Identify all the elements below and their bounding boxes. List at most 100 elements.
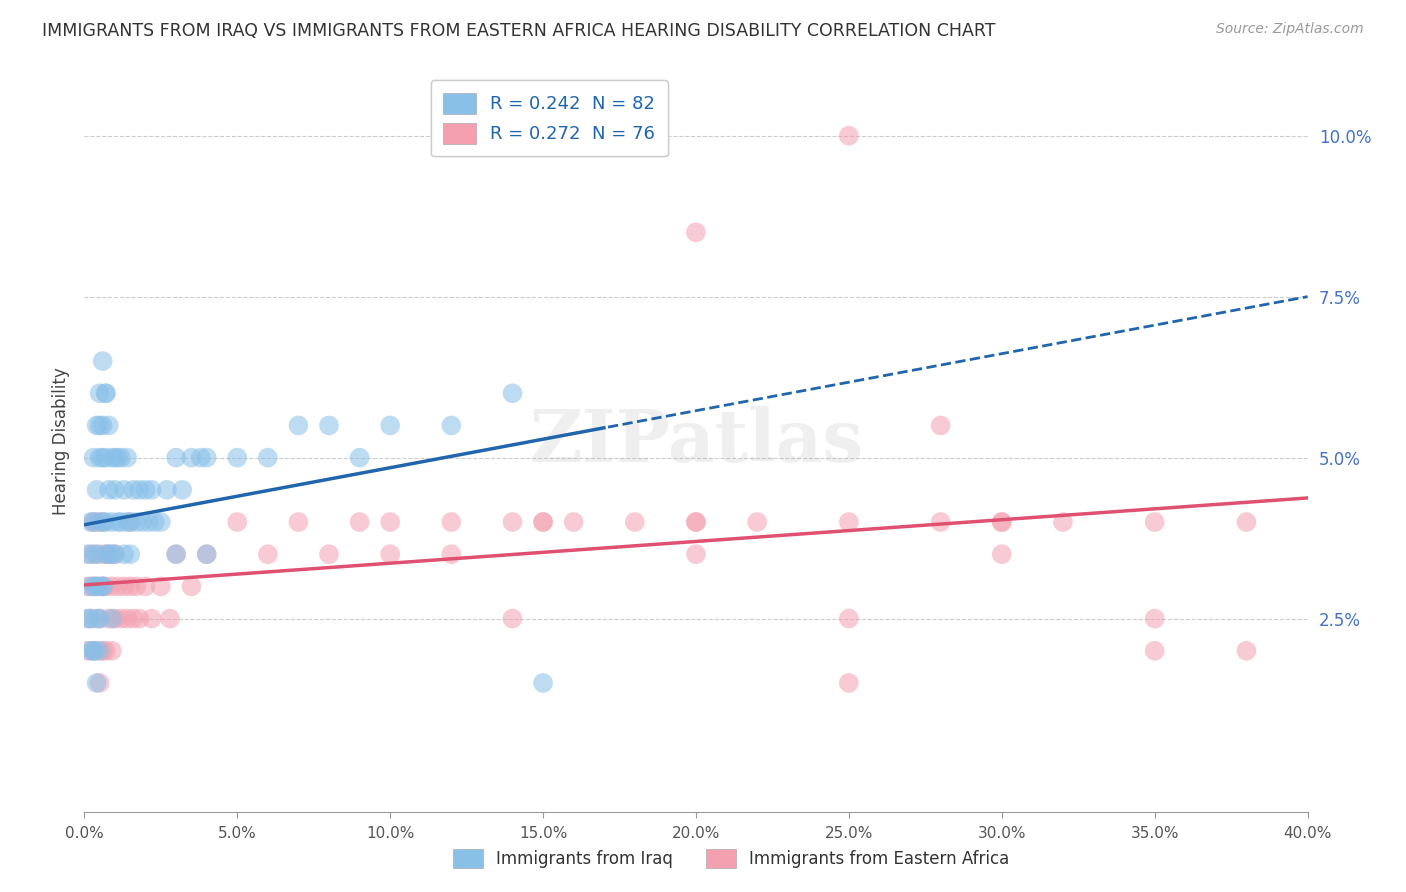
Point [86,547,108,561]
Point [165,547,187,561]
Point [120,515,142,529]
Point [89,579,111,593]
Point [89,450,111,465]
Point [89,676,111,690]
Point [83,644,105,658]
Point [89,611,111,625]
Point [76,644,98,658]
Point [91,579,114,593]
Point [94,386,117,401]
Point [190,450,212,465]
Point [94,386,117,401]
Point [79,644,101,658]
Point [115,450,138,465]
Point [101,450,124,465]
Point [86,644,108,658]
Legend: R = 0.242  N = 82, R = 0.272  N = 76: R = 0.242 N = 82, R = 0.272 N = 76 [430,80,668,156]
Point [86,483,108,497]
Point [94,450,117,465]
Point [226,515,249,529]
Point [531,676,554,690]
Point [125,579,148,593]
Point [149,579,172,593]
Point [624,515,647,529]
Point [104,450,127,465]
Point [97,547,120,561]
Point [1236,515,1258,529]
Point [838,128,860,143]
Point [86,579,108,593]
Text: IMMIGRANTS FROM IRAQ VS IMMIGRANTS FROM EASTERN AFRICA HEARING DISABILITY CORREL: IMMIGRANTS FROM IRAQ VS IMMIGRANTS FROM … [42,22,995,40]
Point [929,418,952,433]
Y-axis label: Hearing Disability: Hearing Disability [52,368,70,516]
Point [101,547,124,561]
Point [685,547,707,561]
Point [991,547,1014,561]
Point [138,515,160,529]
Point [1236,644,1258,658]
Point [79,515,101,529]
Point [149,515,172,529]
Point [79,579,101,593]
Point [257,450,280,465]
Point [1143,644,1166,658]
Point [110,515,132,529]
Point [112,547,135,561]
Point [195,450,218,465]
Point [1143,611,1166,625]
Point [502,611,524,625]
Point [107,515,129,529]
Point [195,547,218,561]
Point [349,515,371,529]
Legend: Immigrants from Iraq, Immigrants from Eastern Africa: Immigrants from Iraq, Immigrants from Ea… [446,842,1017,875]
Point [104,547,127,561]
Point [83,547,105,561]
Point [104,483,127,497]
Point [318,418,340,433]
Point [101,579,124,593]
Point [180,450,202,465]
Point [991,515,1014,529]
Point [86,611,108,625]
Point [89,418,111,433]
Point [101,515,124,529]
Point [128,483,150,497]
Point [97,611,120,625]
Point [91,354,114,368]
Point [76,611,98,625]
Point [101,644,124,658]
Point [131,515,153,529]
Point [120,547,142,561]
Point [97,418,120,433]
Point [838,611,860,625]
Point [107,450,129,465]
Point [141,611,163,625]
Point [165,547,187,561]
Point [83,515,105,529]
Point [318,547,340,561]
Point [685,225,707,239]
Point [94,644,117,658]
Point [86,418,108,433]
Point [120,579,142,593]
Point [562,515,585,529]
Point [83,450,105,465]
Point [101,611,124,625]
Point [76,547,98,561]
Point [104,547,127,561]
Point [83,644,105,658]
Point [83,579,105,593]
Point [91,644,114,658]
Point [440,418,463,433]
Point [141,483,163,497]
Point [79,547,101,561]
Point [226,450,249,465]
Point [86,515,108,529]
Point [257,547,280,561]
Point [91,418,114,433]
Point [747,515,769,529]
Point [685,515,707,529]
Point [86,579,108,593]
Point [380,418,402,433]
Point [195,547,218,561]
